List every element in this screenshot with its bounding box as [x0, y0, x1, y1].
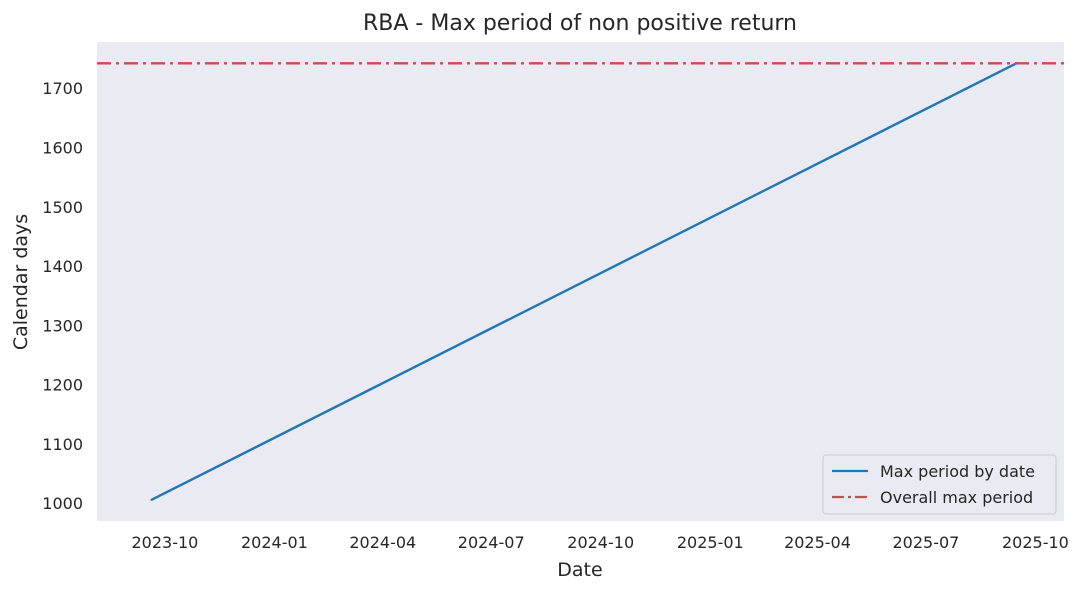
y-ticks: 1000 1100 1200 1300 1400 1500 1600 1700	[42, 79, 83, 513]
legend: Max period by date Overall max period	[822, 454, 1057, 515]
x-tick-label: 2024-07	[458, 533, 525, 552]
y-tick-label: 1000	[42, 494, 83, 513]
y-tick-label: 1300	[42, 316, 83, 335]
x-tick-label: 2023-10	[131, 533, 198, 552]
chart-title: RBA - Max period of non positive return	[363, 11, 797, 36]
y-tick-label: 1700	[42, 79, 83, 98]
x-tick-label: 2025-04	[784, 533, 851, 552]
y-tick-label: 1500	[42, 198, 83, 217]
legend-label-max-period-by-date: Max period by date	[880, 462, 1035, 481]
lines-layer	[97, 62, 1064, 501]
x-axis-label: Date	[557, 559, 602, 581]
x-tick-label: 2024-10	[567, 533, 634, 552]
y-tick-label: 1400	[42, 257, 83, 276]
y-tick-label: 1600	[42, 139, 83, 158]
y-tick-label: 1200	[42, 376, 83, 395]
y-tick-label: 1100	[42, 435, 83, 454]
y-axis-label: Calendar days	[10, 214, 32, 350]
x-tick-label: 2025-10	[1002, 533, 1069, 552]
legend-box	[822, 454, 1057, 515]
x-tick-label: 2024-04	[349, 533, 416, 552]
x-ticks: 2023-10 2024-01 2024-04 2024-07 2024-10 2025-…	[131, 533, 1068, 552]
x-tick-label: 2025-07	[892, 533, 959, 552]
plot-background	[97, 42, 1064, 521]
x-tick-label: 2024-01	[241, 533, 308, 552]
series-line-max-period-by-date	[150, 62, 1018, 501]
x-tick-label: 2025-01	[677, 533, 744, 552]
legend-label-overall-max-period: Overall max period	[880, 488, 1033, 507]
